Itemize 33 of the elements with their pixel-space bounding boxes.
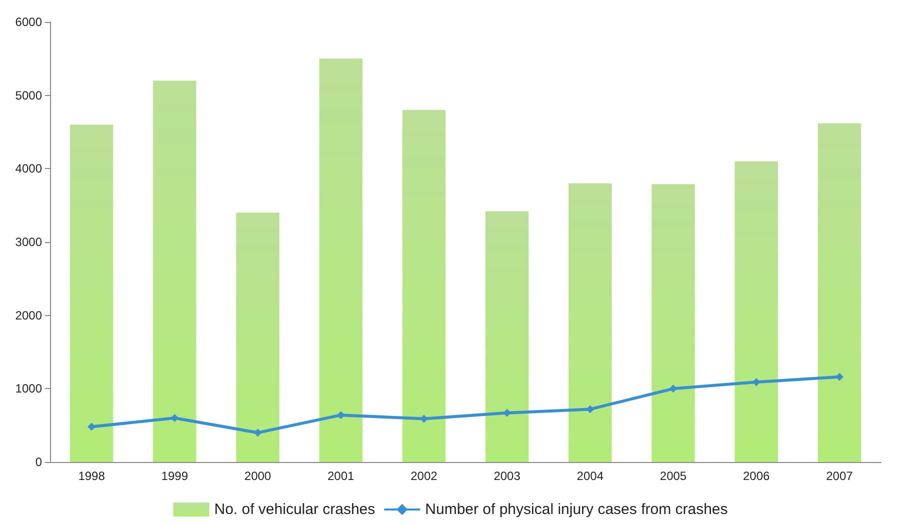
x-tick-label: 2005 [660, 469, 687, 483]
bar [818, 123, 862, 462]
x-tick-label: 2004 [576, 469, 604, 483]
bar [402, 110, 446, 462]
bar [568, 183, 612, 462]
y-tick-label: 5000 [15, 88, 42, 102]
point [669, 384, 678, 393]
y-tick-label: 3000 [15, 235, 42, 249]
x-tick-label: 2007 [826, 469, 854, 483]
legend-label: No. of vehicular crashes [214, 501, 376, 518]
x-tick-label: 2001 [328, 469, 355, 483]
legend-label: Number of physical injury cases from crashes [425, 501, 728, 518]
bar [485, 211, 529, 462]
x-tick-label: 2006 [743, 469, 770, 483]
x-tick-label: 2000 [244, 469, 272, 483]
bar [236, 212, 280, 462]
x-tick-label: 1998 [78, 469, 106, 483]
y-tick-label: 4000 [15, 162, 42, 176]
y-tick-label: 1000 [15, 382, 42, 396]
y-tick-label: 2000 [15, 308, 42, 322]
point [170, 414, 179, 422]
x-tick-label: 1999 [161, 469, 188, 483]
bar [319, 58, 362, 462]
x-tick-label: 2003 [494, 469, 521, 483]
x-tick-label: 2002 [410, 469, 438, 483]
y-tick-label: 0 [35, 455, 42, 469]
y-tick-label: 6000 [15, 15, 42, 29]
bar [153, 80, 196, 462]
point [336, 411, 345, 420]
bar [652, 184, 695, 462]
bar [734, 161, 778, 462]
point [254, 428, 262, 437]
bar [70, 124, 114, 462]
